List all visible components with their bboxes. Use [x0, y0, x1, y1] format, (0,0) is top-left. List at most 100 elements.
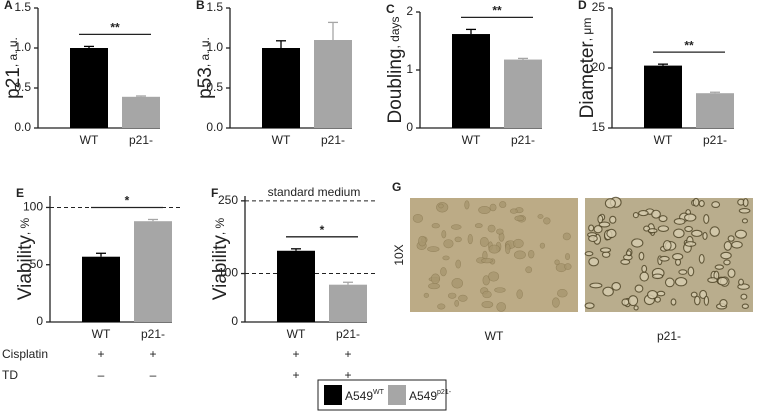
cell — [481, 258, 493, 264]
cell — [589, 282, 603, 289]
cell — [481, 300, 494, 309]
cell — [703, 213, 710, 224]
x-tick-label: p21- — [703, 133, 727, 147]
cell — [684, 241, 697, 247]
cell — [448, 292, 457, 299]
treatment-mark: + — [344, 347, 351, 361]
cell — [494, 287, 506, 293]
cell — [543, 217, 551, 225]
bar — [70, 48, 108, 128]
legend-swatch — [388, 385, 406, 405]
panel-label: F — [211, 186, 218, 200]
cell — [565, 253, 570, 260]
cell — [539, 242, 546, 249]
cell — [727, 268, 736, 279]
cell — [625, 250, 632, 257]
cell — [659, 255, 670, 262]
cell — [651, 273, 664, 280]
significance-label: ** — [110, 21, 120, 35]
legend-label: A549p21- — [409, 389, 452, 403]
y-tick-label: 250 — [218, 193, 238, 207]
cell — [727, 235, 735, 242]
cell — [516, 289, 523, 299]
cell — [488, 244, 501, 254]
y-tick-label: 1.0 — [206, 40, 223, 54]
y-tick-label: 50 — [30, 257, 44, 271]
x-tick-label: p21- — [141, 327, 165, 341]
cell — [505, 243, 511, 255]
cell — [687, 266, 695, 277]
cell — [474, 223, 483, 229]
legend-superscript: WT — [373, 389, 385, 396]
cell — [593, 225, 603, 234]
cell — [639, 271, 650, 282]
y-axis-label: Diameter, μm — [577, 18, 598, 119]
y-label-main: Viability — [15, 235, 36, 301]
cell — [562, 232, 571, 241]
cell — [458, 294, 468, 302]
cell — [451, 278, 463, 289]
cell — [443, 239, 454, 249]
treatment-mark: + — [149, 347, 156, 361]
x-tick-label: WT — [287, 327, 306, 341]
cell — [647, 228, 658, 234]
cell — [609, 215, 617, 224]
panel-label: D — [578, 0, 587, 12]
cell — [711, 201, 721, 209]
cell — [698, 200, 705, 208]
x-tick-label: p21- — [511, 133, 535, 147]
treatment-mark: + — [292, 368, 299, 382]
cell — [734, 229, 747, 239]
bar — [277, 250, 315, 322]
cell — [499, 201, 507, 208]
cell — [488, 271, 500, 282]
cell — [719, 299, 728, 308]
treatment-mark: + — [292, 347, 299, 361]
cell — [634, 284, 644, 293]
y-axis-label: p53, a. u. — [195, 37, 216, 99]
significance-label: * — [125, 194, 130, 208]
image-label: WT — [485, 329, 504, 343]
legend-swatch — [324, 385, 342, 405]
legend-label: A549WT — [345, 389, 385, 403]
panel-label: G — [392, 180, 401, 194]
x-tick-label: WT — [654, 133, 673, 147]
cell — [478, 206, 491, 214]
cell — [684, 225, 693, 233]
bar — [696, 93, 734, 128]
cell — [698, 253, 705, 264]
x-tick-label: WT — [92, 327, 111, 341]
cell — [674, 276, 688, 287]
y-tick-label: 20 — [592, 60, 606, 74]
cell — [742, 198, 749, 208]
treatment-mark: + — [97, 347, 104, 361]
cell — [620, 259, 631, 265]
cell — [525, 266, 533, 274]
y-tick-label: 0.0 — [206, 120, 223, 134]
treatment-label: TD — [2, 368, 18, 382]
significance-label: ** — [684, 38, 694, 52]
cell — [412, 213, 424, 223]
cell — [657, 225, 670, 232]
y-tick-label: 0 — [36, 314, 43, 328]
cell — [656, 290, 666, 297]
y-tick-label: 0 — [406, 120, 413, 134]
cell — [723, 259, 731, 266]
cell — [638, 210, 649, 217]
cell — [651, 209, 661, 219]
panel-label: B — [196, 0, 205, 12]
cell — [691, 229, 703, 237]
cell — [564, 263, 572, 270]
treatment-mark: – — [150, 368, 157, 382]
y-axis-label: Viability, % — [210, 217, 231, 300]
cell — [489, 203, 497, 212]
y-label-main: Doubling — [385, 49, 406, 124]
cell — [441, 230, 447, 239]
cell — [427, 246, 440, 252]
bar — [122, 96, 160, 128]
cell — [611, 282, 622, 291]
y-tick-label: 25 — [592, 0, 606, 14]
cell — [467, 234, 473, 245]
bar — [452, 34, 490, 128]
